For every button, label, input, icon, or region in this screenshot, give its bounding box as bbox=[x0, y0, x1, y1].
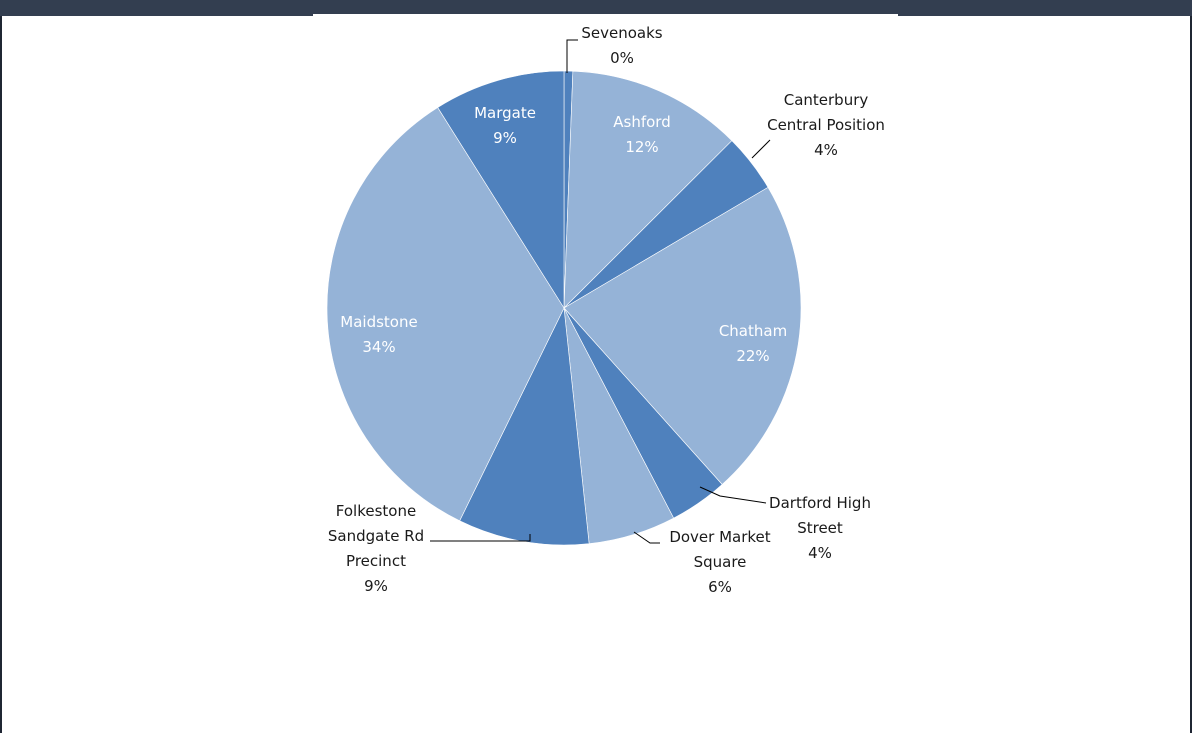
leader-line-dartford-high-street bbox=[699, 486, 767, 504]
slice-name-line: Canterbury bbox=[784, 91, 869, 109]
window-top-bar bbox=[0, 0, 1192, 16]
slice-percent: 4% bbox=[808, 544, 832, 562]
pie-slice-margate bbox=[437, 70, 565, 310]
slice-percent: 9% bbox=[364, 577, 388, 595]
leader-line-dover-market-square bbox=[633, 531, 660, 544]
slice-name-line: Maidstone bbox=[340, 313, 417, 331]
slice-name-line: Dartford High bbox=[769, 494, 871, 512]
slice-name-line: Precinct bbox=[346, 552, 406, 570]
pie-slice-chatham bbox=[563, 186, 802, 485]
slice-name-line: Sandgate Rd bbox=[328, 527, 424, 545]
slice-label-ashford: Ashford 12% bbox=[613, 113, 670, 156]
slice-label-margate: Margate 9% bbox=[474, 104, 536, 147]
slice-label-canterbury-central-position: Canterbury Central Position 4% bbox=[767, 91, 885, 159]
right-border bbox=[1190, 16, 1192, 733]
slice-label-maidstone: Maidstone 34% bbox=[340, 313, 417, 356]
slice-name-line: Chatham bbox=[719, 322, 787, 340]
slice-name-line: Dover Market bbox=[669, 528, 770, 546]
slice-name-line: Margate bbox=[474, 104, 536, 122]
left-border bbox=[0, 16, 2, 733]
leader-line-folkestone-sandgate-rd-precinct bbox=[430, 534, 531, 542]
slice-label-folkestone-sandgate-rd-precinct: Folkestone Sandgate Rd Precinct 9% bbox=[328, 502, 424, 595]
slice-label-chatham: Chatham 22% bbox=[719, 322, 787, 365]
top-bar-highlight bbox=[313, 14, 898, 16]
slice-percent: 6% bbox=[708, 578, 732, 596]
slice-label-dover-market-square: Dover Market Square 6% bbox=[669, 528, 770, 596]
leader-line-canterbury-central-position bbox=[751, 139, 771, 159]
slice-label-sevenoaks: Sevenoaks 0% bbox=[581, 24, 662, 67]
slice-percent: 9% bbox=[493, 129, 517, 147]
slice-name-line: Street bbox=[797, 519, 843, 537]
slice-percent: 34% bbox=[362, 338, 395, 356]
slice-label-dartford-high-street: Dartford High Street 4% bbox=[769, 494, 871, 562]
slice-name-line: Sevenoaks bbox=[581, 24, 662, 42]
slice-name-line: Folkestone bbox=[336, 502, 416, 520]
leader-lines bbox=[430, 39, 771, 544]
slice-percent: 22% bbox=[736, 347, 769, 365]
pie-slices bbox=[326, 70, 802, 546]
slice-name-line: Ashford bbox=[613, 113, 670, 131]
slice-percent: 4% bbox=[814, 141, 838, 159]
pie-slice-maidstone bbox=[326, 107, 565, 522]
slice-percent: 0% bbox=[610, 49, 634, 67]
slice-percent: 12% bbox=[625, 138, 658, 156]
slice-name-line: Central Position bbox=[767, 116, 885, 134]
leader-line-sevenoaks bbox=[566, 39, 578, 73]
pie-slice-ashford bbox=[563, 70, 733, 309]
slice-labels: Sevenoaks 0% Ashford 12% Canterbury Central P… bbox=[328, 24, 885, 596]
slice-name-line: Square bbox=[694, 553, 747, 571]
